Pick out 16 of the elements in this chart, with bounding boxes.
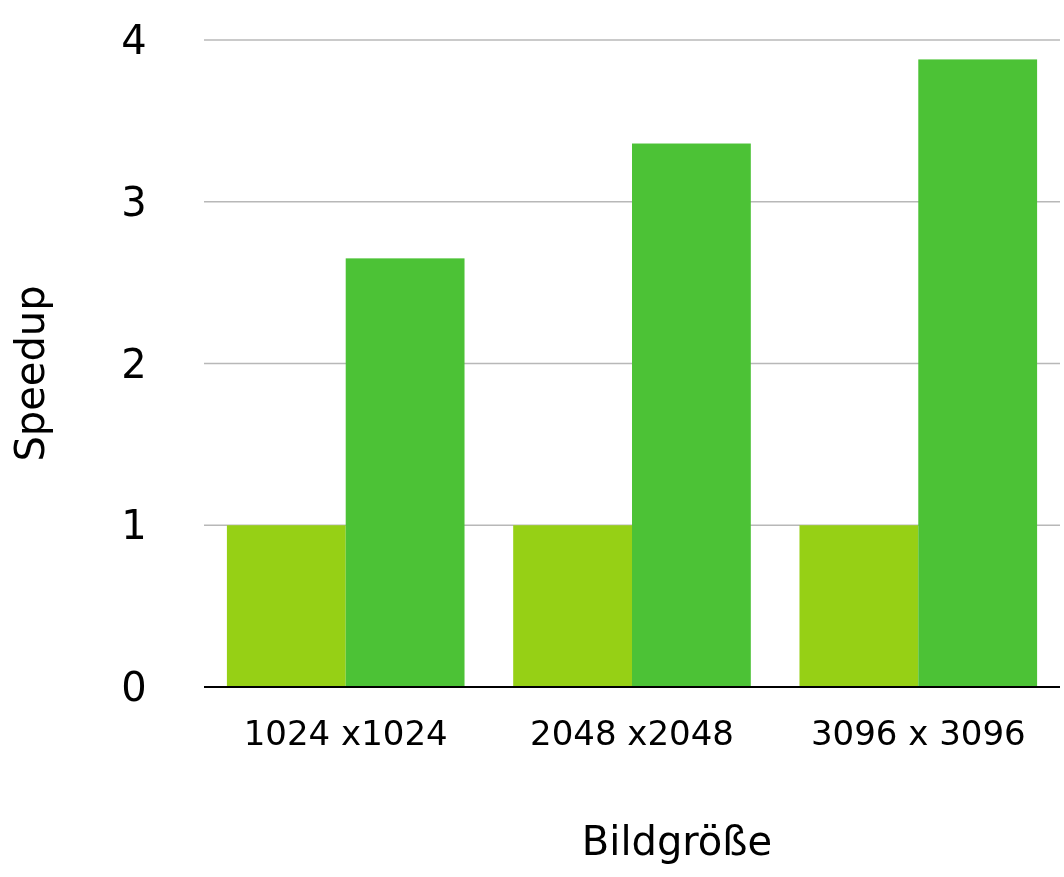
y-tick-label: 0: [121, 664, 147, 710]
bar: [513, 525, 632, 687]
y-tick-label: 3: [121, 178, 147, 225]
bar: [918, 59, 1038, 687]
x-tick-label: 3096 x 3096: [810, 713, 1026, 753]
bar: [799, 525, 919, 687]
y-tick-label: 4: [121, 17, 147, 63]
x-tick-label: 2048 x2048: [530, 713, 734, 753]
bar: [226, 525, 346, 687]
bar: [632, 143, 751, 687]
y-axis-title: Speedup: [7, 285, 53, 462]
x-tick-label: 1024 x1024: [243, 713, 448, 753]
bar: [345, 258, 465, 687]
x-axis-title: Bildgröße: [581, 818, 773, 864]
y-tick-label: 2: [121, 340, 147, 387]
y-tick-label: 1: [121, 502, 147, 549]
